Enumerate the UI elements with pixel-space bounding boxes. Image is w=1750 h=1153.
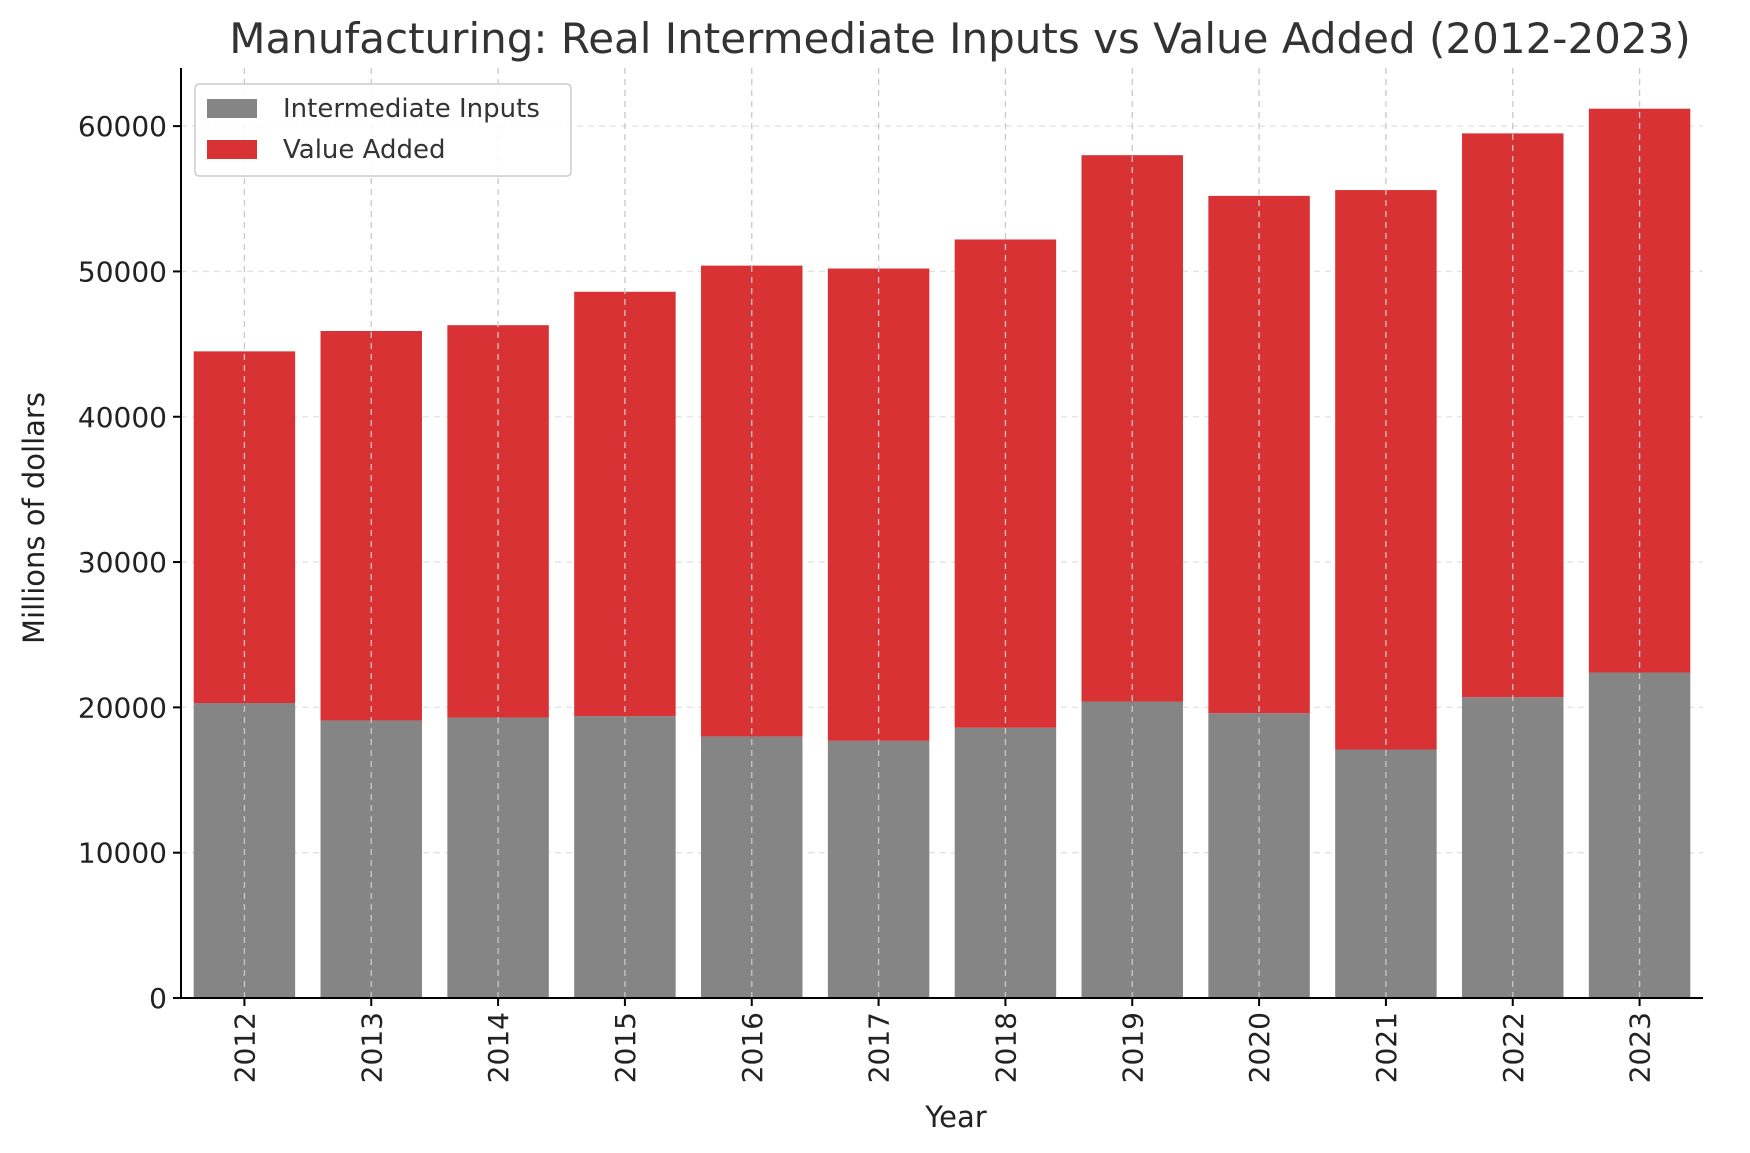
- x-tick-label: 2012: [228, 1012, 261, 1083]
- x-tick-label: 2013: [355, 1012, 388, 1083]
- y-tick-label: 20000: [78, 691, 167, 724]
- x-tick-label: 2019: [1116, 1012, 1149, 1083]
- bar-value-added-2012: [193, 351, 296, 704]
- bar-intermediate-inputs-2016: [701, 736, 803, 998]
- bar-intermediate-inputs-2014: [447, 717, 549, 998]
- bar-intermediate-inputs-2022: [1462, 697, 1564, 998]
- x-tick-label: 2023: [1624, 1012, 1657, 1083]
- x-tick-label: 2014: [482, 1012, 515, 1083]
- legend-label-intermediate-inputs: Intermediate Inputs: [283, 94, 540, 124]
- x-tick-label: 2018: [989, 1012, 1022, 1083]
- legend-label-value-added: Value Added: [283, 135, 446, 165]
- chart-title: Manufacturing: Real Intermediate Inputs …: [229, 14, 1690, 63]
- bar-value-added-2018: [954, 239, 1057, 728]
- y-tick-label: 50000: [78, 255, 167, 288]
- legend-frame: [194, 83, 572, 177]
- x-tick-label: 2022: [1497, 1012, 1530, 1083]
- bars-layer: [193, 108, 1691, 998]
- x-tick-label: 2020: [1243, 1012, 1276, 1083]
- legend-swatch-intermediate-inputs: [207, 99, 257, 118]
- y-tick-label: 10000: [78, 837, 167, 870]
- x-axis-label: Year: [924, 1100, 986, 1134]
- y-tick-label: 40000: [78, 401, 167, 434]
- x-tick-label: 2021: [1370, 1012, 1403, 1083]
- y-tick-label: 60000: [78, 110, 167, 143]
- y-tick-label: 30000: [78, 546, 167, 579]
- bar-intermediate-inputs-2015: [574, 716, 676, 998]
- x-tick-label: 2016: [736, 1012, 769, 1083]
- y-axis-label: Millions of dollars: [17, 392, 51, 644]
- ticks-layer: 0 10000 20000 30000 40000 50000 60000 2012 2013 2…: [78, 110, 1657, 1083]
- y-tick-label: 0: [149, 982, 167, 1015]
- x-tick-label: 2015: [609, 1012, 642, 1083]
- legend: Intermediate Inputs Value Added: [194, 83, 572, 177]
- x-tick-label: 2017: [863, 1012, 896, 1083]
- axes-layer: [180, 68, 1703, 999]
- bar-value-added-2017: [827, 268, 930, 741]
- bar-intermediate-inputs-2023: [1588, 672, 1691, 998]
- legend-swatch-value-added: [207, 140, 257, 159]
